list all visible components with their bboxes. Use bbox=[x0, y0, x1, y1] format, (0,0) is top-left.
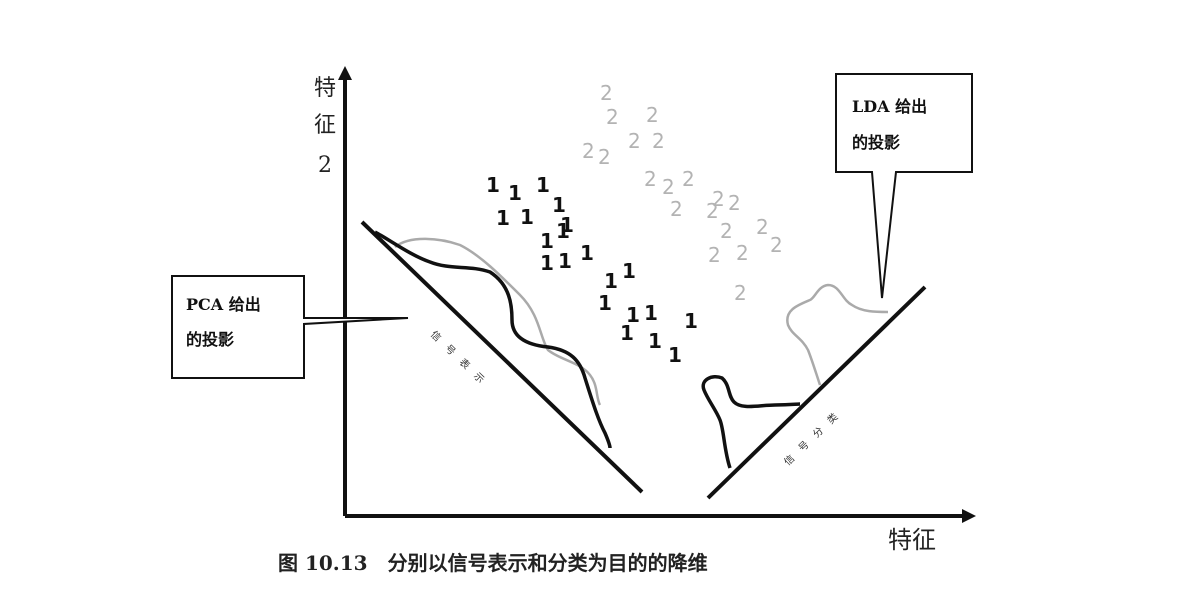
pca-callout: PCA 给出 的投影 bbox=[171, 275, 409, 379]
class2-point: 2 bbox=[712, 187, 725, 211]
class1-point: 1 bbox=[580, 241, 594, 265]
class2-point: 2 bbox=[682, 167, 695, 191]
class1-point: 1 bbox=[648, 329, 662, 353]
class2-point: 2 bbox=[598, 145, 611, 169]
class2-point: 2 bbox=[652, 129, 665, 153]
class2-point: 2 bbox=[606, 105, 619, 129]
class2-point: 2 bbox=[770, 233, 783, 257]
class1-point: 1 bbox=[598, 291, 612, 315]
x-axis-label: 特征 bbox=[888, 526, 936, 554]
class1-point: 1 bbox=[668, 343, 682, 367]
pca-class1-distribution bbox=[374, 230, 612, 449]
lda-class2-distribution bbox=[786, 283, 889, 386]
class1-point: 1 bbox=[508, 181, 522, 205]
pca-callout-line1: PCA 给出 bbox=[186, 295, 261, 314]
pca-callout-line2: 的投影 bbox=[186, 330, 234, 349]
class1-point: 1 bbox=[604, 269, 618, 293]
lda-callout: LDA 给出 的投影 bbox=[835, 73, 973, 299]
class2-point: 2 bbox=[670, 197, 683, 221]
lda-class1-distribution bbox=[701, 375, 801, 469]
class1-point: 1 bbox=[556, 219, 570, 243]
lda-callout-line2: 的投影 bbox=[852, 133, 900, 152]
figure-caption: 图 10.13 分别以信号表示和分类为目的的降维 bbox=[278, 551, 708, 575]
class2-point: 2 bbox=[756, 215, 769, 239]
class2-point: 2 bbox=[736, 241, 749, 265]
class2-point: 2 bbox=[600, 81, 613, 105]
class1-point: 1 bbox=[496, 206, 510, 230]
class1-point: 1 bbox=[536, 173, 550, 197]
y-axis-label-2: 征 bbox=[314, 113, 336, 138]
class1-point: 1 bbox=[644, 301, 658, 325]
lda-projection-label: 信号分类 bbox=[781, 403, 848, 468]
class1-point: 1 bbox=[558, 249, 572, 273]
y-axis-label-1: 特 bbox=[314, 76, 336, 101]
class2-point: 2 bbox=[662, 175, 675, 199]
class1-point: 1 bbox=[620, 321, 634, 345]
class1-point: 1 bbox=[486, 173, 500, 197]
class2-point: 2 bbox=[708, 243, 721, 267]
class2-point: 2 bbox=[720, 219, 733, 243]
class2-point: 2 bbox=[628, 129, 641, 153]
class1-point: 1 bbox=[520, 205, 534, 229]
lda-callout-line1: LDA 给出 bbox=[852, 97, 927, 116]
class1-point: 1 bbox=[540, 251, 554, 275]
class2-point: 2 bbox=[734, 281, 747, 305]
class2-point: 2 bbox=[644, 167, 657, 191]
class1-point: 1 bbox=[560, 213, 574, 237]
class1-point: 1 bbox=[622, 259, 636, 283]
class1-point: 1 bbox=[684, 309, 698, 333]
lda-projection-line bbox=[706, 285, 927, 500]
class1-point: 1 bbox=[552, 193, 566, 217]
class2-point: 2 bbox=[646, 103, 659, 127]
class1-point: 1 bbox=[626, 303, 640, 327]
pca-class2-distribution bbox=[394, 237, 602, 406]
class2-point: 2 bbox=[728, 191, 741, 215]
class2-point: 2 bbox=[706, 199, 719, 223]
pca-projection-line bbox=[360, 220, 644, 494]
y-axis-label-3: 2 bbox=[318, 153, 332, 178]
class1-point: 1 bbox=[540, 229, 554, 253]
class2-point: 2 bbox=[582, 139, 595, 163]
